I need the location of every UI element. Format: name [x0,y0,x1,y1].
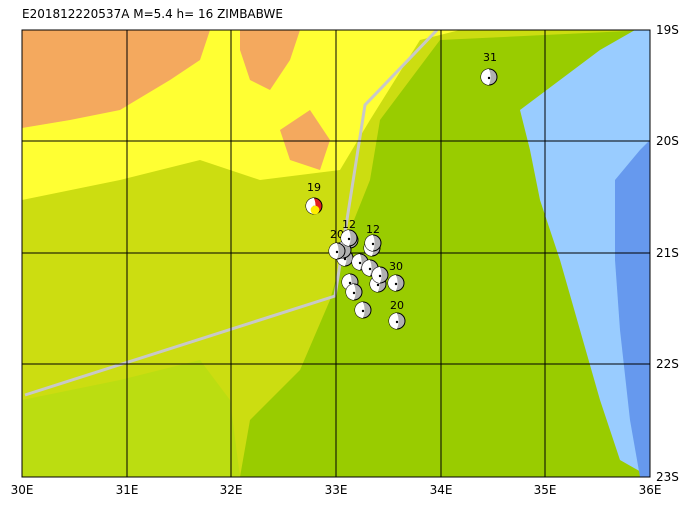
beachball-wedge [346,284,356,300]
event-label: 19 [307,181,321,194]
beachball-wedge [481,69,491,85]
beachball-center [358,261,362,265]
beachball [345,283,363,301]
beachball [340,229,358,247]
latitude-label: 19S [656,23,679,37]
beachball-wedge [362,260,372,276]
latitude-label: 22S [656,357,679,371]
beachball-wedge [355,302,365,318]
beachball-center [348,281,352,285]
longitude-label: 36E [639,483,662,497]
beachball [364,234,382,252]
longitude-label: 31E [116,483,139,497]
beachball [388,312,406,330]
beachball-center [378,274,382,278]
beachball-center [487,76,491,80]
event-label: 12 [342,218,356,231]
beachball-center [395,320,399,324]
beachball-center [343,257,347,261]
longitude-label: 30E [11,483,34,497]
longitude-label: 35E [534,483,557,497]
beachball [480,68,498,86]
beachball-center [361,309,365,313]
beachball [305,197,323,215]
latitude-label: 20S [656,134,679,148]
beachball-wedge [341,230,351,246]
event-label: 20 [330,228,344,241]
longitude-label: 33E [325,483,348,497]
longitude-label: 32E [220,483,243,497]
event-label: 31 [483,51,497,64]
beachball-center [371,242,375,246]
beachball-wedge [352,254,362,270]
beachball-wedge [329,243,339,259]
beachball-wedge [372,267,382,283]
beachball-center [352,291,356,295]
latitude-label: 21S [656,246,679,260]
beachball [371,266,389,284]
beachball-center [376,283,380,287]
event-label: 30 [389,260,403,273]
beachball [328,242,346,260]
event-label: 12 [366,223,380,236]
beachball-fill [310,205,320,215]
latitude-label: 23S [656,470,679,484]
beachball-center [368,267,372,271]
title: E201812220537A M=5.4 h= 16 ZIMBABWE [22,7,283,21]
beachball-center [335,250,339,254]
beachball-wedge [365,235,375,251]
beachball-wedge [389,313,399,329]
event-label: 20 [390,299,404,312]
longitude-label: 34E [430,483,453,497]
beachball-center [394,282,398,286]
beachball-center [347,237,351,241]
beachball-wedge [388,275,398,291]
beachball [387,274,405,292]
beachball [354,301,372,319]
